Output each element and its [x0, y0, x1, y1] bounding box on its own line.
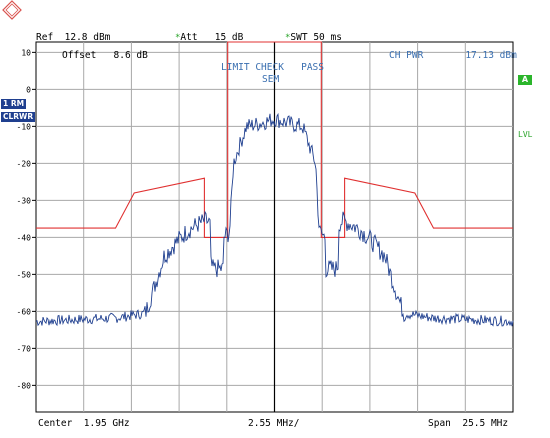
att-readout: *Att 15 dB	[175, 32, 243, 44]
y-tick-label: 0	[26, 85, 31, 94]
div-readout: 2.55 MHz/	[248, 418, 300, 429]
ch-pwr-label: CH PWR	[389, 50, 424, 61]
span-readout: Span 25.5 MHz	[428, 418, 508, 429]
limit-check-result: PASS	[301, 62, 324, 73]
ch-pwr-readout: CH PWR 17.13 dBm	[389, 50, 517, 61]
ch-pwr-value: 17.13 dBm	[465, 50, 517, 61]
center-value: 1.95 GHz	[83, 418, 130, 429]
swt-label: SWT	[290, 32, 308, 43]
ref-value: 12.8 dBm	[64, 32, 111, 43]
center-label: Center	[38, 418, 73, 429]
brand-logo-icon	[2, 0, 22, 20]
offset-value: 8.6 dB	[113, 50, 148, 61]
trace-mode-tag: 1 RM	[1, 99, 27, 109]
swt-value: 50 ms	[313, 32, 342, 43]
y-tick-label: -40	[17, 233, 32, 242]
limit-check-readout: LIMIT CHECK PASS	[221, 62, 324, 73]
y-tick-label: -10	[17, 122, 32, 131]
swt-readout: *SWT 50 ms	[285, 32, 342, 44]
limit-check-label: LIMIT CHECK	[221, 62, 284, 73]
att-value: 15 dB	[214, 32, 244, 43]
ref-label: Ref	[36, 32, 54, 43]
trigger-a-tag: A	[518, 75, 532, 85]
swt-star: *	[285, 33, 291, 43]
ref-readout: Ref 12.8 dBm	[36, 32, 110, 43]
offset-label: Offset	[62, 50, 97, 61]
att-star: *	[175, 33, 181, 43]
lvl-tag: LVL	[518, 130, 533, 139]
y-tick-label: -30	[17, 196, 32, 205]
y-tick-label: -70	[17, 344, 32, 353]
detector-mode-tag: CLRWR	[1, 112, 36, 122]
offset-readout: Offset 8.6 dB	[62, 50, 148, 61]
y-tick-label: -80	[17, 381, 32, 390]
y-tick-label: -50	[17, 270, 32, 279]
att-label: Att	[180, 32, 198, 43]
limit-line	[36, 41, 513, 238]
y-tick-label: 10	[21, 48, 31, 57]
span-label: Span	[428, 418, 451, 429]
spectrum-trace	[35, 112, 514, 327]
center-readout: Center 1.95 GHz	[38, 418, 130, 429]
y-tick-label: -60	[17, 307, 32, 316]
y-tick-label: -20	[17, 159, 32, 168]
limit-name: SEM	[262, 74, 280, 85]
span-value: 25.5 MHz	[462, 418, 509, 429]
